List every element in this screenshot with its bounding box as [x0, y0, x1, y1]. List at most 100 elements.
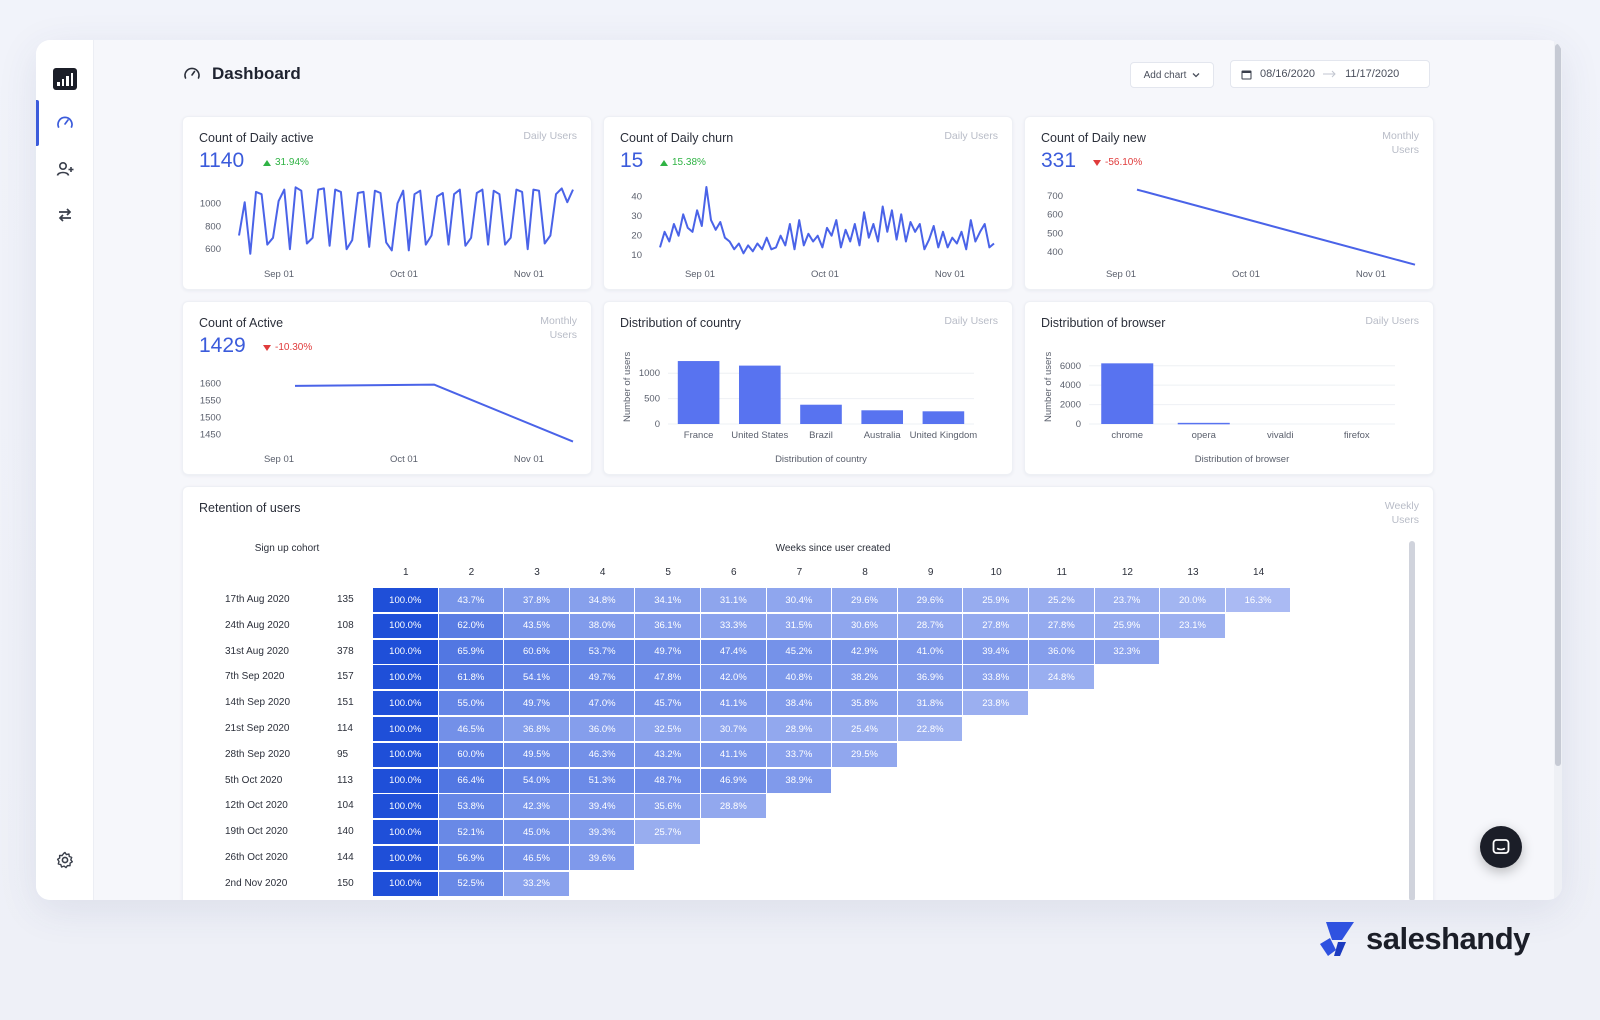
- retention-cell[interactable]: 100.0%: [373, 742, 438, 767]
- table-scrollbar[interactable]: [1409, 541, 1415, 900]
- retention-cell[interactable]: 36.0%: [569, 717, 635, 741]
- card-browser[interactable]: Distribution of browser Daily Users 0 200…: [1024, 301, 1434, 475]
- retention-cell[interactable]: 45.7%: [635, 691, 700, 716]
- retention-cell[interactable]: 51.3%: [569, 768, 635, 793]
- retention-cell[interactable]: 29.5%: [832, 742, 897, 767]
- retention-cell[interactable]: 46.5%: [504, 846, 569, 870]
- card-active[interactable]: Count of Active Monthly Users 1429 -10.3…: [182, 301, 592, 475]
- retention-cell[interactable]: 23.8%: [963, 691, 1028, 716]
- retention-cell[interactable]: 39.4%: [963, 639, 1028, 664]
- retention-cell[interactable]: 47.8%: [635, 665, 700, 690]
- retention-cell[interactable]: 30.6%: [832, 613, 897, 638]
- sidebar-item-dashboard[interactable]: [36, 100, 94, 146]
- retention-cell[interactable]: 33.8%: [963, 665, 1028, 690]
- sidebar-item-settings[interactable]: [36, 837, 94, 883]
- retention-cell[interactable]: 36.1%: [635, 613, 700, 638]
- retention-cell[interactable]: 62.0%: [438, 613, 504, 638]
- retention-cell[interactable]: 29.6%: [832, 588, 897, 612]
- retention-cell[interactable]: 34.1%: [635, 588, 700, 612]
- retention-cell[interactable]: 46.5%: [438, 717, 504, 741]
- retention-cell[interactable]: 53.8%: [438, 794, 504, 819]
- retention-cell[interactable]: 55.0%: [438, 691, 504, 716]
- retention-cell[interactable]: 41.1%: [701, 742, 766, 767]
- retention-cell[interactable]: 42.3%: [504, 794, 569, 819]
- retention-cell[interactable]: 52.5%: [438, 871, 504, 896]
- retention-cell[interactable]: 42.0%: [701, 665, 766, 690]
- card-daily-new[interactable]: Count of Daily new Monthly Users 331 -56…: [1024, 116, 1434, 290]
- card-daily-churn[interactable]: Count of Daily churn Daily Users 15 15.3…: [603, 116, 1013, 290]
- retention-cell[interactable]: 61.8%: [438, 665, 504, 690]
- retention-cell[interactable]: 35.8%: [832, 691, 897, 716]
- retention-cell[interactable]: 100.0%: [373, 717, 438, 741]
- retention-cell[interactable]: 52.1%: [438, 820, 504, 845]
- retention-cell[interactable]: 30.7%: [701, 717, 766, 741]
- retention-cell[interactable]: 23.1%: [1160, 613, 1225, 638]
- retention-cell[interactable]: 22.8%: [897, 717, 963, 741]
- retention-cell[interactable]: 31.1%: [701, 588, 766, 612]
- retention-cell[interactable]: 28.8%: [701, 794, 766, 819]
- retention-cell[interactable]: 100.0%: [373, 691, 438, 716]
- retention-cell[interactable]: 32.5%: [635, 717, 700, 741]
- retention-cell[interactable]: 34.8%: [569, 588, 635, 612]
- retention-cell[interactable]: 43.2%: [635, 742, 700, 767]
- retention-cell[interactable]: 35.6%: [635, 794, 700, 819]
- retention-cell[interactable]: 31.8%: [897, 691, 963, 716]
- retention-cell[interactable]: 100.0%: [373, 588, 438, 612]
- retention-cell[interactable]: 42.9%: [832, 639, 897, 664]
- retention-cell[interactable]: 100.0%: [373, 639, 438, 664]
- retention-cell[interactable]: 37.8%: [504, 588, 569, 612]
- retention-cell[interactable]: 66.4%: [438, 768, 504, 793]
- card-country[interactable]: Distribution of country Daily Users 0 500…: [603, 301, 1013, 475]
- retention-cell[interactable]: 24.8%: [1029, 665, 1094, 690]
- retention-cell[interactable]: 38.0%: [569, 613, 635, 638]
- retention-cell[interactable]: 47.0%: [569, 691, 635, 716]
- page-scrollbar-track[interactable]: [1554, 40, 1562, 900]
- retention-cell[interactable]: 20.0%: [1160, 588, 1225, 612]
- retention-cell[interactable]: 28.7%: [897, 613, 963, 638]
- retention-cell[interactable]: 39.3%: [569, 820, 635, 845]
- retention-cell[interactable]: 60.6%: [504, 639, 569, 664]
- retention-cell[interactable]: 32.3%: [1094, 639, 1160, 664]
- retention-cell[interactable]: 25.2%: [1029, 588, 1094, 612]
- retention-cell[interactable]: 25.7%: [635, 820, 700, 845]
- retention-cell[interactable]: 100.0%: [373, 768, 438, 793]
- retention-cell[interactable]: 39.6%: [569, 846, 635, 870]
- sidebar-item-users[interactable]: [36, 146, 94, 192]
- retention-cell[interactable]: 40.8%: [766, 665, 832, 690]
- retention-cell[interactable]: 46.3%: [569, 742, 635, 767]
- retention-cell[interactable]: 49.7%: [635, 639, 700, 664]
- date-range-picker[interactable]: 08/16/2020 11/17/2020: [1230, 60, 1430, 88]
- retention-cell[interactable]: 49.7%: [569, 665, 635, 690]
- retention-cell[interactable]: 38.4%: [766, 691, 832, 716]
- retention-cell[interactable]: 36.9%: [897, 665, 963, 690]
- retention-cell[interactable]: 46.9%: [701, 768, 766, 793]
- retention-cell[interactable]: 60.0%: [438, 742, 504, 767]
- retention-cell[interactable]: 33.7%: [766, 742, 832, 767]
- retention-cell[interactable]: 27.8%: [1029, 613, 1094, 638]
- retention-cell[interactable]: 47.4%: [701, 639, 766, 664]
- retention-cell[interactable]: 36.0%: [1029, 639, 1094, 664]
- retention-cell[interactable]: 27.8%: [963, 613, 1028, 638]
- retention-cell[interactable]: 54.0%: [504, 768, 569, 793]
- retention-cell[interactable]: 28.9%: [766, 717, 832, 741]
- retention-cell[interactable]: 100.0%: [373, 871, 438, 896]
- retention-cell[interactable]: 41.1%: [701, 691, 766, 716]
- retention-cell[interactable]: 39.4%: [569, 794, 635, 819]
- retention-cell[interactable]: 56.9%: [438, 846, 504, 870]
- retention-cell[interactable]: 53.7%: [569, 639, 635, 664]
- retention-cell[interactable]: 49.5%: [504, 742, 569, 767]
- retention-cell[interactable]: 25.4%: [832, 717, 897, 741]
- retention-cell[interactable]: 49.7%: [504, 691, 569, 716]
- retention-cell[interactable]: 48.7%: [635, 768, 700, 793]
- retention-cell[interactable]: 100.0%: [373, 846, 438, 870]
- retention-cell[interactable]: 38.2%: [832, 665, 897, 690]
- retention-cell[interactable]: 23.7%: [1094, 588, 1160, 612]
- retention-cell[interactable]: 45.0%: [504, 820, 569, 845]
- retention-cell[interactable]: 43.7%: [438, 588, 504, 612]
- add-chart-button[interactable]: Add chart: [1130, 62, 1214, 88]
- retention-cell[interactable]: 33.3%: [701, 613, 766, 638]
- card-retention[interactable]: Retention of users Weekly Users Sign up …: [182, 486, 1434, 900]
- retention-cell[interactable]: 43.5%: [504, 613, 569, 638]
- retention-cell[interactable]: 100.0%: [373, 665, 438, 690]
- retention-cell[interactable]: 41.0%: [897, 639, 963, 664]
